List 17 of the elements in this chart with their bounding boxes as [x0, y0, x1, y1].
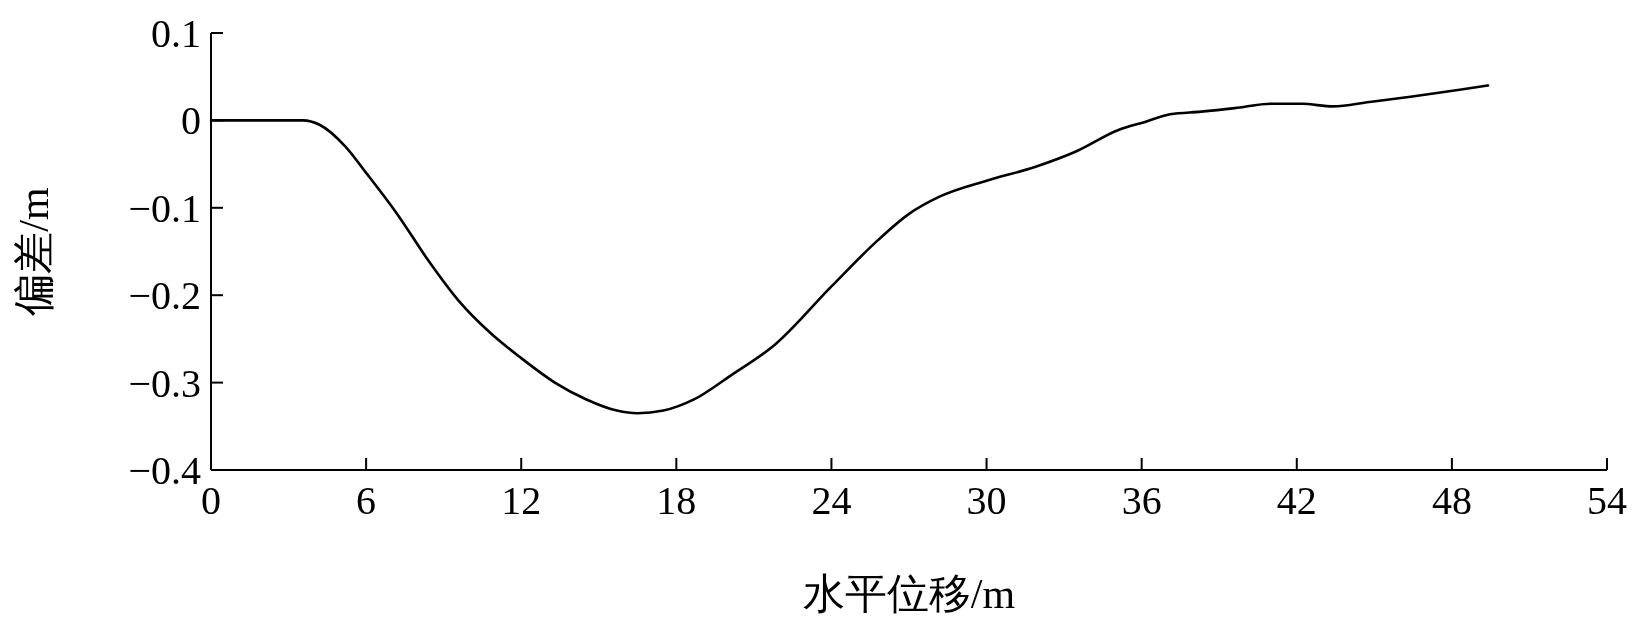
- y-tick-label: −0.4: [128, 448, 201, 493]
- y-tick-label: −0.2: [128, 273, 201, 319]
- x-tick-label: 48: [1431, 478, 1472, 523]
- y-tick-label: −0.1: [128, 185, 201, 231]
- y-tick-label: 0.1: [151, 11, 201, 56]
- y-tick-label: −0.3: [128, 360, 201, 406]
- x-tick-label: 12: [501, 478, 542, 523]
- x-tick-label: 30: [966, 478, 1007, 523]
- x-tick-label: 42: [1276, 478, 1317, 523]
- x-axis-title: 水平位移/m: [802, 571, 1016, 617]
- y-axis-title: 偏差/m: [11, 187, 57, 316]
- x-tick-label: 54: [1587, 478, 1627, 523]
- x-tick-label: 36: [1121, 478, 1162, 523]
- y-tick-label: 0: [181, 98, 201, 144]
- x-tick-label: 6: [356, 478, 377, 523]
- x-tick-label: 24: [811, 478, 852, 523]
- x-tick-label: 18: [656, 478, 697, 523]
